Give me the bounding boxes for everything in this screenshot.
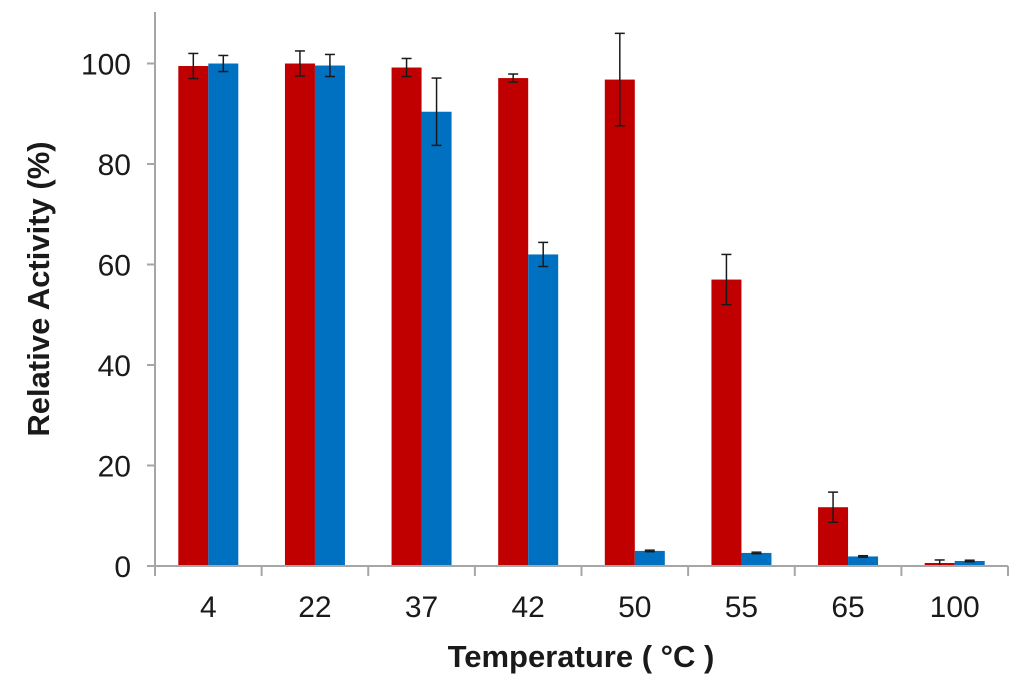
x-tick-label-4: 4 <box>200 591 217 624</box>
axes-layer <box>154 12 1008 567</box>
y-tick-label-80: 80 <box>98 149 131 182</box>
y-tick-label-100: 100 <box>81 49 131 82</box>
error-bar-series-1-42 <box>508 73 519 83</box>
x-tick-label-100: 100 <box>930 591 980 624</box>
error-bar-series-1-55 <box>721 253 732 306</box>
bar-series-1-50 <box>604 79 635 566</box>
error-bar-series-1-37 <box>401 57 412 78</box>
x-tick-label-65: 65 <box>831 591 864 624</box>
bar-series-1-55 <box>711 279 742 566</box>
bar-series-2-42 <box>528 254 559 566</box>
error-bar-series-2-65 <box>858 554 869 558</box>
bar-series-2-22 <box>314 65 345 566</box>
bar-series-2-65 <box>848 556 879 566</box>
bar-series-2-37 <box>421 111 452 567</box>
ticks-layer: 4 22 37 42 50 55 65 100 0 20 40 60 80 100 <box>81 49 1009 624</box>
y-tick-label-40: 40 <box>98 350 131 383</box>
error-bar-series-2-37 <box>431 77 442 147</box>
error-bar-series-1-22 <box>294 50 305 77</box>
x-tick-label-42: 42 <box>512 591 545 624</box>
error-bar-series-2-22 <box>324 53 335 78</box>
x-axis-title: Temperature ( °C ) <box>448 639 715 674</box>
x-tick-label-50: 50 <box>618 591 651 624</box>
bars-layer <box>178 63 985 567</box>
y-tick-label-60: 60 <box>98 250 131 283</box>
x-tick-label-37: 37 <box>405 591 438 624</box>
error-bar-series-1-50 <box>614 32 625 127</box>
error-bar-series-2-50 <box>644 549 655 553</box>
error-bar-series-1-65 <box>828 491 839 524</box>
y-axis-title: Relative Activity (%) <box>21 141 56 436</box>
error-bars-layer <box>188 32 975 567</box>
x-tick-label-22: 22 <box>298 591 331 624</box>
bar-series-1-4 <box>178 66 209 566</box>
error-bar-series-2-4 <box>218 54 229 73</box>
bar-series-1-37 <box>391 67 422 567</box>
bar-series-2-55 <box>741 552 772 566</box>
error-bar-series-1-4 <box>188 52 199 80</box>
bar-series-2-50 <box>634 550 665 566</box>
bar-series-2-4 <box>208 63 239 566</box>
bar-series-2-100 <box>954 560 985 566</box>
error-bar-series-2-100 <box>964 559 975 563</box>
bar-series-1-22 <box>284 63 315 566</box>
y-tick-label-20: 20 <box>98 451 131 484</box>
error-bar-series-2-42 <box>538 241 549 268</box>
bar-series-1-42 <box>498 78 529 566</box>
error-bar-series-2-55 <box>751 551 762 555</box>
y-tick-label-0: 0 <box>114 551 131 584</box>
x-tick-label-55: 55 <box>725 591 758 624</box>
